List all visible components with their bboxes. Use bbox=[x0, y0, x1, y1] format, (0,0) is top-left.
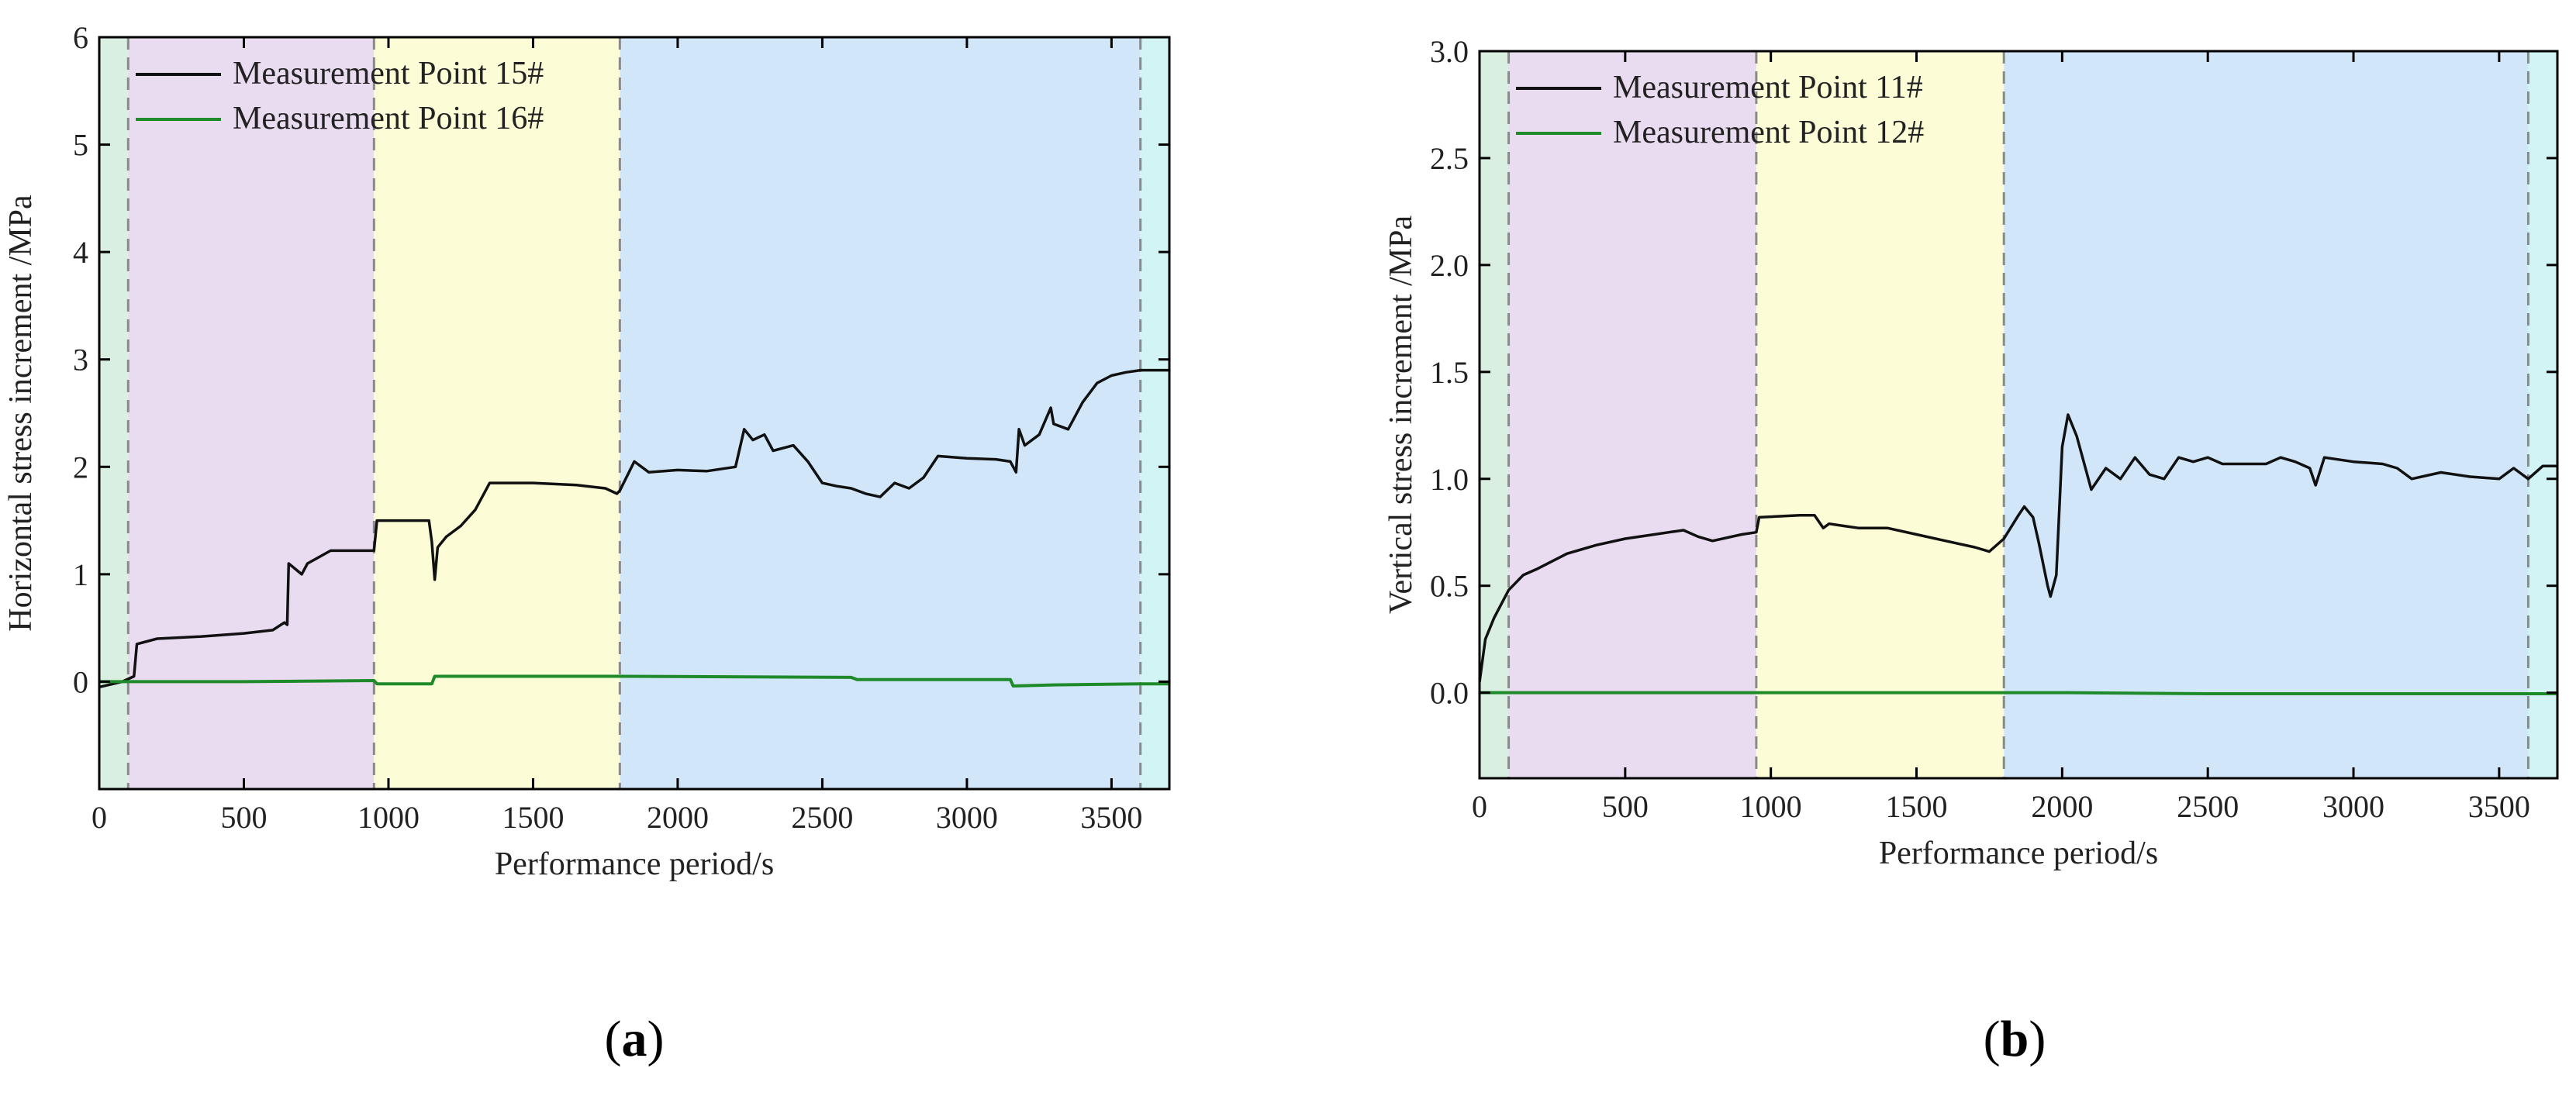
y-tick-label: 2.5 bbox=[1430, 141, 1469, 176]
y-tick-label: 3.0 bbox=[1430, 34, 1469, 69]
y-tick-label: 0.5 bbox=[1430, 569, 1469, 604]
series-line-1 bbox=[99, 368, 1169, 689]
phase-band-4 bbox=[620, 37, 1141, 789]
x-tick-label: 3500 bbox=[1080, 800, 1142, 835]
x-tick-label: 1500 bbox=[502, 800, 564, 835]
legend-label-1: Measurement Point 11# bbox=[1613, 70, 1923, 105]
x-tick-label: 2000 bbox=[2031, 789, 2093, 824]
x-tick-label: 1000 bbox=[1740, 789, 1802, 824]
phase-band-3 bbox=[374, 37, 620, 789]
y-tick-label: 3 bbox=[73, 343, 88, 377]
panel-label-close: ) bbox=[2029, 1011, 2046, 1067]
phase-band-1 bbox=[1480, 51, 1509, 778]
x-tick-label: 0 bbox=[1472, 789, 1487, 824]
x-tick-label: 0 bbox=[92, 800, 107, 835]
y-tick-label: 1.0 bbox=[1430, 462, 1469, 497]
y-axis-label: Horizontal stress increment /MPa bbox=[3, 195, 39, 632]
y-tick-label: 1 bbox=[73, 557, 88, 592]
y-tick-label: 5 bbox=[73, 128, 88, 163]
phase-band-5 bbox=[1140, 37, 1169, 789]
phase-band-2 bbox=[1508, 51, 1756, 778]
x-tick-label: 2000 bbox=[647, 800, 709, 835]
y-tick-label: 1.5 bbox=[1430, 355, 1469, 390]
y-tick-label: 0.0 bbox=[1430, 676, 1469, 711]
chart-panel-b: 0 500 1000 1500 2000 2500 3000 3500 0.0 0.5 1.0 1.5… bbox=[1383, 34, 2559, 871]
plot-frame bbox=[98, 36, 1171, 791]
x-tick-label: 1000 bbox=[357, 800, 420, 835]
y-tick-label: 4 bbox=[73, 235, 88, 270]
panel-label-open: ( bbox=[605, 1011, 622, 1067]
x-tick-label: 2500 bbox=[2177, 789, 2239, 824]
y-tick-label: 2.0 bbox=[1430, 248, 1469, 283]
series-line-1 bbox=[1480, 413, 2557, 683]
y-tick-label: 2 bbox=[73, 450, 88, 484]
legend-label-2: Measurement Point 12# bbox=[1613, 115, 1924, 150]
x-tick-label: 1500 bbox=[1886, 789, 1948, 824]
plot-frame bbox=[1478, 50, 2559, 780]
phase-band-4 bbox=[2004, 51, 2529, 778]
x-tick-label: 3500 bbox=[2468, 789, 2530, 824]
panel-label-tag: b bbox=[2001, 1011, 2029, 1067]
phase-band-2 bbox=[128, 37, 375, 789]
legend-label-2: Measurement Point 16# bbox=[233, 101, 544, 136]
phase-band-5 bbox=[2528, 51, 2557, 778]
series-line-2 bbox=[1480, 691, 2557, 695]
panel-label-tag: a bbox=[622, 1011, 647, 1067]
x-tick-label: 500 bbox=[1602, 789, 1649, 824]
chart-panel-a: 0 500 1000 1500 2000 2500 3000 3500 0 1 2 3 4 5 6 Perfo… bbox=[3, 20, 1171, 882]
panel-label-a: (a) bbox=[605, 1011, 665, 1067]
panel-label-close: ) bbox=[647, 1011, 665, 1067]
y-axis-label: Vertical stress increment /MPa bbox=[1383, 215, 1419, 614]
panel-label-open: ( bbox=[1984, 1011, 2001, 1067]
x-axis-label: Performance period/s bbox=[495, 846, 774, 882]
y-tick-label: 6 bbox=[73, 20, 88, 55]
legend-label-1: Measurement Point 15# bbox=[233, 56, 544, 91]
series-line-2 bbox=[99, 674, 1169, 688]
x-tick-label: 3000 bbox=[936, 800, 998, 835]
y-tick-label: 0 bbox=[73, 664, 88, 699]
x-tick-label: 500 bbox=[220, 800, 267, 835]
phase-band-1 bbox=[99, 37, 129, 789]
x-axis-label: Performance period/s bbox=[1879, 836, 2158, 871]
panel-label-b: (b) bbox=[1984, 1011, 2046, 1067]
phase-band-3 bbox=[1756, 51, 2005, 778]
x-tick-label: 3000 bbox=[2322, 789, 2384, 824]
x-tick-label: 2500 bbox=[791, 800, 853, 835]
